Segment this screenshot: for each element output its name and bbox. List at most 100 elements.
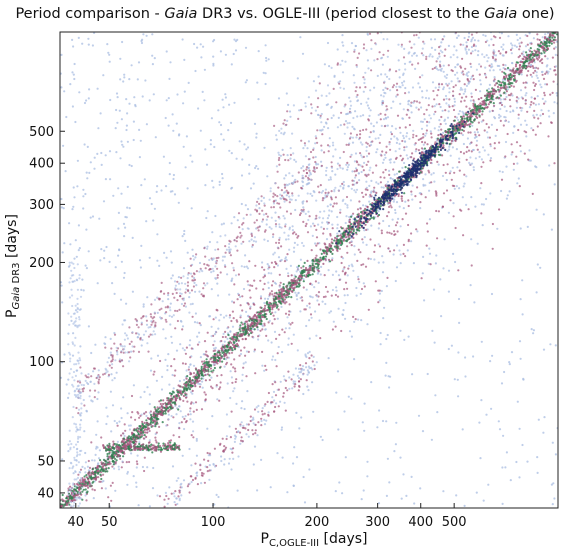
data-point xyxy=(293,246,296,249)
data-point xyxy=(370,224,373,227)
data-point xyxy=(80,288,83,291)
data-point xyxy=(516,38,519,42)
data-point xyxy=(545,38,548,41)
data-point xyxy=(259,279,262,282)
data-point xyxy=(422,133,425,136)
data-point xyxy=(340,261,343,265)
data-point xyxy=(136,454,139,457)
data-point xyxy=(76,428,79,431)
data-point xyxy=(315,254,318,257)
data-point xyxy=(194,256,197,259)
data-point xyxy=(175,397,179,400)
data-point xyxy=(195,284,198,287)
data-point xyxy=(332,205,335,208)
data-point xyxy=(233,38,236,41)
data-point xyxy=(380,232,383,235)
data-point xyxy=(285,194,288,197)
data-point xyxy=(331,170,334,173)
data-point xyxy=(530,75,534,78)
data-point xyxy=(362,282,365,285)
data-point xyxy=(537,117,540,120)
data-point xyxy=(187,81,190,84)
data-point xyxy=(489,159,492,162)
data-point xyxy=(392,168,395,171)
data-point xyxy=(452,94,455,97)
data-point xyxy=(284,312,288,315)
data-point xyxy=(378,409,381,412)
data-point xyxy=(493,76,496,79)
data-point xyxy=(132,475,135,478)
data-point xyxy=(420,167,424,170)
data-point xyxy=(288,322,291,325)
data-point xyxy=(209,139,212,142)
data-point xyxy=(462,92,465,95)
data-point xyxy=(342,187,345,190)
data-point xyxy=(136,411,139,414)
data-point xyxy=(449,56,452,59)
data-point xyxy=(360,211,363,214)
data-point xyxy=(283,217,286,220)
data-point xyxy=(228,149,231,152)
data-point xyxy=(402,207,405,210)
data-point xyxy=(271,306,274,309)
data-point xyxy=(134,105,137,108)
data-point xyxy=(500,178,504,181)
data-point xyxy=(395,95,398,98)
data-point xyxy=(467,35,470,38)
data-point xyxy=(239,304,242,307)
data-point xyxy=(517,113,520,116)
data-point xyxy=(323,274,326,277)
data-point xyxy=(446,150,449,153)
data-point xyxy=(437,210,440,213)
data-point xyxy=(468,118,471,121)
data-point xyxy=(230,363,233,366)
data-point xyxy=(60,376,63,379)
data-point xyxy=(218,360,222,363)
data-point xyxy=(346,294,349,297)
data-point xyxy=(200,408,204,411)
data-point xyxy=(181,38,184,41)
data-point xyxy=(174,369,177,372)
data-point xyxy=(410,193,413,196)
data-point xyxy=(414,150,417,153)
data-point xyxy=(450,80,453,83)
data-point xyxy=(546,47,550,50)
data-point xyxy=(215,384,218,387)
data-point xyxy=(318,319,321,322)
data-point xyxy=(279,154,282,157)
data-point xyxy=(184,415,187,418)
data-point xyxy=(533,88,536,92)
data-point xyxy=(413,502,416,505)
data-point xyxy=(137,333,141,336)
data-point xyxy=(280,428,283,431)
data-point xyxy=(467,149,471,152)
data-point xyxy=(366,460,369,463)
data-point xyxy=(63,353,66,356)
data-point xyxy=(198,322,201,325)
data-point xyxy=(253,279,256,282)
data-point xyxy=(439,278,442,281)
data-point xyxy=(153,406,156,409)
data-point xyxy=(145,419,148,422)
data-point xyxy=(382,186,385,189)
data-point xyxy=(346,233,349,236)
data-point xyxy=(265,334,268,337)
data-point xyxy=(243,407,246,411)
data-point xyxy=(404,126,407,129)
data-point xyxy=(436,57,439,60)
data-point xyxy=(342,184,346,187)
data-point xyxy=(135,481,138,484)
data-point xyxy=(127,424,131,427)
data-point xyxy=(479,83,482,86)
data-point xyxy=(530,96,533,99)
data-point xyxy=(291,321,294,324)
data-point xyxy=(320,265,323,268)
data-point xyxy=(421,272,424,275)
data-point xyxy=(379,118,382,121)
data-point xyxy=(212,270,215,273)
data-point xyxy=(123,434,126,438)
data-point xyxy=(456,378,459,381)
data-point xyxy=(435,254,438,257)
data-point xyxy=(114,489,117,492)
data-point xyxy=(362,90,365,93)
